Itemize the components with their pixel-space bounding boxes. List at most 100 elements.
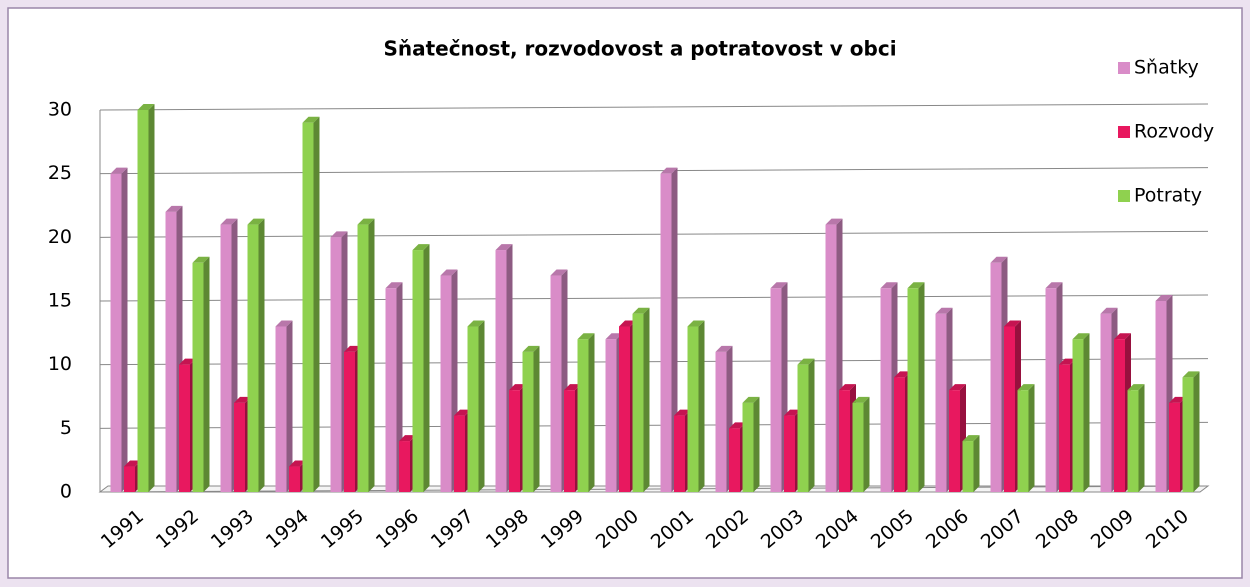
bar-side [973, 435, 980, 492]
legend-swatch [1118, 62, 1130, 74]
bar-side [698, 320, 705, 492]
bar-top [674, 409, 691, 416]
bar [715, 351, 727, 492]
bar-side [533, 345, 540, 492]
bar [509, 390, 520, 492]
bar-top [962, 435, 980, 442]
bar-side [1193, 371, 1200, 492]
bar [687, 326, 699, 492]
bar [729, 428, 740, 492]
bar [605, 339, 617, 492]
bar-top [660, 167, 678, 174]
bar-side [918, 282, 925, 492]
bar-top [385, 282, 403, 289]
bar [247, 224, 259, 492]
bar-top [907, 282, 925, 289]
bar [660, 173, 672, 492]
bar [1155, 301, 1167, 492]
bar-top [1155, 295, 1173, 301]
bar [522, 351, 534, 492]
bar [907, 288, 919, 492]
bar-top [1059, 358, 1076, 365]
bar [1182, 377, 1194, 492]
bar-top [110, 167, 128, 174]
bar-top [564, 384, 581, 391]
bar-side [313, 116, 320, 492]
bar-top [289, 460, 306, 467]
bar-top [632, 307, 650, 314]
bar [330, 237, 342, 492]
bar-top [440, 269, 458, 276]
bar [949, 390, 960, 492]
bar [192, 262, 204, 492]
bar-top [852, 396, 870, 403]
bar-top [1004, 320, 1021, 327]
bar [179, 364, 190, 492]
bar-top [742, 396, 760, 403]
bar-top [619, 320, 636, 327]
bar [495, 250, 507, 492]
legend-swatch [1118, 126, 1130, 138]
bar-top [302, 116, 320, 123]
bar [784, 415, 795, 492]
legend-swatch [1118, 190, 1130, 202]
bar [124, 466, 135, 492]
bar-top [399, 435, 416, 442]
bar-side [1138, 384, 1145, 492]
bar-top [1045, 282, 1063, 289]
bar [1072, 339, 1084, 492]
bar [632, 313, 644, 492]
bar-top [330, 231, 348, 238]
bar [344, 351, 355, 492]
bar-top [1114, 333, 1131, 340]
y-tick-label: 25 [48, 162, 72, 184]
bar-top [1072, 333, 1090, 340]
bar [1127, 390, 1139, 492]
bar-top [577, 333, 595, 340]
bar-side [121, 167, 128, 492]
grid-line [99, 103, 1209, 111]
bar [1169, 402, 1180, 492]
bar [797, 364, 809, 492]
bar-top [412, 244, 430, 251]
bar [852, 402, 864, 492]
y-tick-label: 15 [48, 290, 72, 312]
grid-line [99, 230, 1209, 238]
y-tick-label: 10 [48, 353, 72, 375]
bar-side [258, 218, 265, 492]
bar-top [1100, 307, 1118, 314]
bar-top [467, 320, 485, 327]
bar-top [1017, 384, 1035, 391]
bar-top [715, 345, 733, 352]
bar-top [220, 218, 238, 225]
bar-side [863, 396, 870, 492]
bar-top [179, 358, 196, 365]
legend-label: Sňatky [1134, 57, 1199, 79]
bar-top [797, 358, 815, 365]
bar [674, 415, 685, 492]
bar [935, 313, 947, 492]
bar [412, 250, 424, 492]
bar-top [605, 333, 623, 340]
bar [467, 326, 479, 492]
y-tick-label: 0 [60, 481, 72, 503]
bar [990, 262, 1002, 492]
y-tick-label: 5 [60, 417, 72, 439]
grid-line [99, 294, 1209, 302]
bar-top [137, 104, 155, 110]
bar [550, 275, 562, 492]
bar-top [275, 320, 293, 327]
bar [275, 326, 287, 492]
bar-top [247, 218, 265, 225]
bar [1017, 390, 1029, 492]
bar-top [509, 384, 526, 391]
bar-top [894, 371, 911, 378]
bar-top [990, 256, 1008, 263]
bar-top [522, 345, 540, 352]
legend-label: Potraty [1134, 185, 1202, 207]
bar-top [949, 384, 966, 391]
legend-label: Rozvody [1134, 121, 1214, 143]
bar [454, 415, 465, 492]
bar [564, 390, 575, 492]
